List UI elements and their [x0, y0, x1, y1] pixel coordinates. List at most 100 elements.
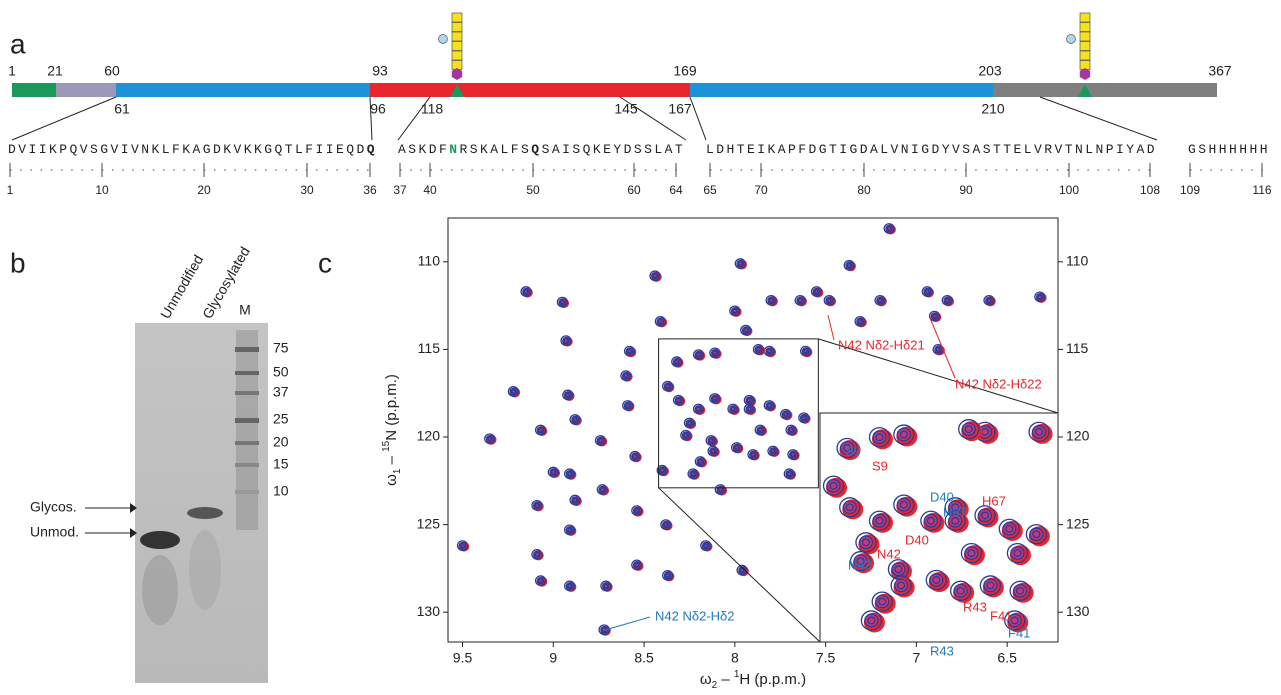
peak-contour: [563, 580, 576, 592]
peak-contour: [875, 433, 884, 442]
peak-contour: [659, 467, 665, 473]
peak-contour: [596, 484, 608, 495]
peak-contour: [569, 494, 581, 506]
peak-contour: [874, 294, 886, 306]
marker-size: 37: [273, 384, 289, 400]
peak: [520, 286, 533, 298]
peak-contour: [899, 430, 908, 439]
peak-contour: [563, 524, 576, 536]
ruler-number: 109: [1180, 183, 1200, 197]
peak-contour: [712, 350, 718, 356]
peak-contour: [1005, 524, 1014, 533]
domain-bar: [12, 83, 1217, 97]
peak-contour: [654, 315, 667, 327]
peak: [765, 294, 778, 307]
peak-contour: [705, 435, 717, 446]
peak: [979, 575, 1004, 598]
axis-label: ω1 – 15N (p.p.m.): [381, 374, 403, 486]
peak-contour: [631, 505, 643, 516]
peak-contour: [944, 298, 950, 303]
peak: [960, 542, 985, 566]
domain-boundary: 145: [614, 101, 638, 117]
peak-contour: [958, 419, 980, 440]
peak-contour: [814, 289, 819, 294]
peak: [1009, 580, 1034, 603]
peak-contour: [523, 289, 529, 294]
peak-contour: [878, 597, 887, 606]
peak: [680, 429, 693, 442]
peak-contour: [1006, 542, 1029, 564]
peak-contour: [730, 406, 736, 412]
peak-contour: [799, 345, 812, 357]
peak: [683, 417, 697, 429]
peak-contour: [928, 310, 941, 322]
marker-size: 25: [273, 411, 289, 427]
marker-size: 75: [273, 340, 289, 356]
peak-contour: [658, 319, 663, 324]
peak-contour: [736, 564, 748, 576]
peak-contour: [1002, 522, 1017, 536]
peak-contour: [600, 580, 612, 592]
peak-contour: [594, 435, 607, 446]
glycan-square: [451, 22, 463, 32]
peak: [974, 505, 999, 528]
peak: [656, 464, 669, 477]
peak: [731, 442, 744, 454]
peak-contour: [712, 396, 718, 401]
peak-contour: [599, 487, 605, 492]
peak: [1004, 610, 1029, 633]
peak-contour: [886, 226, 892, 231]
peak-contour: [935, 347, 941, 352]
annotation-leader: [827, 314, 835, 341]
y-tick-label: 130: [417, 603, 441, 619]
peak-contour: [949, 580, 972, 601]
peak-contour: [674, 359, 680, 364]
peak-contour: [941, 294, 953, 306]
peak-contour: [855, 532, 877, 553]
peak: [763, 400, 777, 412]
peak-contour: [1009, 580, 1031, 601]
peak: [743, 394, 757, 407]
peak-contour: [1034, 427, 1044, 436]
peak-contour: [951, 516, 960, 525]
peak: [594, 435, 608, 447]
peak: [569, 494, 582, 507]
x-tick-label: 8: [731, 650, 739, 666]
sequence: LDHTEIKAPFDGTIGDALVNIGDYVSASTTELVRVTNLNP…: [706, 142, 1157, 157]
peak-contour: [924, 289, 930, 294]
peak-contour: [890, 575, 912, 596]
peak-contour: [598, 624, 610, 636]
x-tick-label: 6.5: [997, 650, 1017, 666]
peak-contour: [887, 559, 910, 580]
peak-contour: [649, 270, 661, 282]
peak-contour: [696, 352, 701, 357]
band-label: Unmod.: [30, 524, 79, 540]
peak-contour: [692, 403, 705, 415]
peak-contour: [768, 298, 774, 303]
peak-contour: [709, 393, 721, 404]
peak: [785, 424, 798, 436]
inset-label: F41: [990, 608, 1012, 623]
inset-label: F41: [1008, 625, 1030, 640]
peak-contour: [926, 516, 936, 525]
inset-label: D40: [930, 489, 954, 504]
ruler-number: 36: [363, 183, 377, 197]
peak-contour: [652, 273, 658, 279]
peak: [887, 559, 912, 582]
y-tick-label: 120: [1066, 428, 1090, 444]
peak-contour: [783, 411, 789, 417]
peak: [890, 575, 915, 598]
peak-contour: [977, 508, 993, 523]
peak-contour: [632, 453, 638, 459]
ruler-number: 60: [627, 183, 641, 197]
peak: [692, 403, 706, 415]
peak-contour: [842, 500, 857, 515]
annotation-leader: [604, 616, 651, 631]
inset-label: H67: [982, 493, 1006, 508]
peak-contour: [734, 445, 740, 450]
peak-contour: [810, 286, 823, 297]
glycan-square: [451, 12, 463, 23]
peak-contour: [662, 570, 674, 581]
peak: [932, 344, 945, 356]
peak-contour: [921, 286, 933, 297]
